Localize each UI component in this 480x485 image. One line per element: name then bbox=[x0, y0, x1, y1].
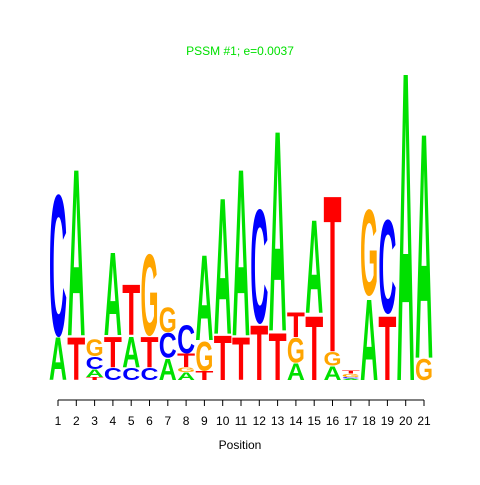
logo-letter: A bbox=[195, 229, 213, 366]
logo-letter: C bbox=[141, 364, 159, 384]
logo-letter: T bbox=[324, 149, 342, 399]
logo-letter: C bbox=[86, 353, 104, 373]
logo-letter: G bbox=[324, 348, 342, 370]
logo-letter: A bbox=[49, 325, 67, 393]
x-tick-label: 6 bbox=[146, 414, 153, 428]
logo-letter: T bbox=[305, 298, 323, 400]
x-tick-label: 1 bbox=[55, 414, 62, 428]
logo-letter: C bbox=[342, 376, 360, 378]
logo-letter: T bbox=[67, 325, 85, 393]
logo-letter: G bbox=[342, 373, 360, 378]
logo-letter: A bbox=[324, 362, 342, 384]
x-tick-label: 4 bbox=[110, 414, 117, 428]
logo-letter: G bbox=[360, 184, 378, 321]
logo-letter: T bbox=[122, 271, 140, 351]
logo-letter: T bbox=[378, 298, 396, 400]
logo-letter: G bbox=[195, 334, 213, 380]
logo-letter: G bbox=[415, 353, 433, 387]
logo-letter: C bbox=[104, 364, 122, 384]
x-tick-label: 20 bbox=[399, 414, 413, 428]
logo-letter: A bbox=[397, 0, 415, 475]
logo-letter: T bbox=[104, 328, 122, 377]
logo-letter: A bbox=[159, 353, 177, 387]
x-tick-label: 12 bbox=[253, 414, 267, 428]
x-tick-label: 7 bbox=[164, 414, 171, 428]
x-tick-label: 14 bbox=[289, 414, 303, 428]
x-tick-label: 8 bbox=[183, 414, 190, 428]
logo-letter: T bbox=[250, 310, 268, 398]
logo-letter: T bbox=[177, 350, 195, 372]
logo-letter: A bbox=[342, 378, 360, 380]
logo-letter: A bbox=[214, 157, 232, 376]
x-tick-label: 9 bbox=[201, 414, 208, 428]
x-tick-label: 13 bbox=[271, 414, 285, 428]
logo-letter: G bbox=[159, 301, 177, 340]
logo-letter: T bbox=[342, 370, 360, 375]
logo-letter: G bbox=[86, 335, 104, 362]
logo-letter: C bbox=[159, 326, 177, 365]
logo-letter: C bbox=[378, 193, 396, 342]
logo-letter: T bbox=[195, 369, 213, 383]
x-tick-label: 2 bbox=[73, 414, 80, 428]
logo-letter: A bbox=[86, 368, 104, 380]
logo-letter: A bbox=[360, 275, 378, 405]
logo-letter: A bbox=[67, 120, 85, 387]
logo-letter: T bbox=[86, 376, 104, 381]
logo-letter: T bbox=[269, 319, 287, 395]
logo-letter: T bbox=[232, 325, 250, 393]
logo-letter: A bbox=[104, 229, 122, 362]
x-tick-label: 18 bbox=[362, 414, 376, 428]
logo-letter: A bbox=[287, 359, 305, 386]
logo-letter: C bbox=[250, 176, 268, 358]
logo-letter: A bbox=[269, 71, 287, 392]
x-tick-label: 16 bbox=[326, 414, 340, 428]
x-tick-label: 11 bbox=[235, 414, 248, 428]
logo-letter: A bbox=[305, 193, 323, 342]
x-tick-label: 19 bbox=[381, 414, 395, 428]
logo-letter: A bbox=[177, 371, 195, 383]
chart-title: PSSM #1; e=0.0037 bbox=[186, 44, 294, 58]
x-tick-label: 21 bbox=[417, 414, 431, 428]
x-axis-label: Position bbox=[219, 438, 262, 452]
logo-letter: A bbox=[122, 328, 140, 377]
logo-letter: C bbox=[49, 154, 67, 379]
logo-letter: T bbox=[141, 328, 159, 377]
x-tick-label: 17 bbox=[344, 414, 358, 428]
logo-letter: T bbox=[287, 306, 305, 345]
logo-letter: A bbox=[415, 67, 433, 427]
logo-letter: G bbox=[287, 331, 305, 370]
logo-letter: T bbox=[214, 323, 232, 394]
logo-letter: G bbox=[141, 230, 159, 360]
x-tick-label: 5 bbox=[128, 414, 135, 428]
logo-letter: G bbox=[177, 366, 195, 374]
logo-letter: A bbox=[232, 120, 250, 387]
x-tick-label: 15 bbox=[308, 414, 322, 428]
x-tick-label: 10 bbox=[216, 414, 230, 428]
logo-letter: C bbox=[122, 364, 140, 384]
x-tick-label: 3 bbox=[91, 414, 98, 428]
logo-letter: C bbox=[177, 318, 195, 362]
